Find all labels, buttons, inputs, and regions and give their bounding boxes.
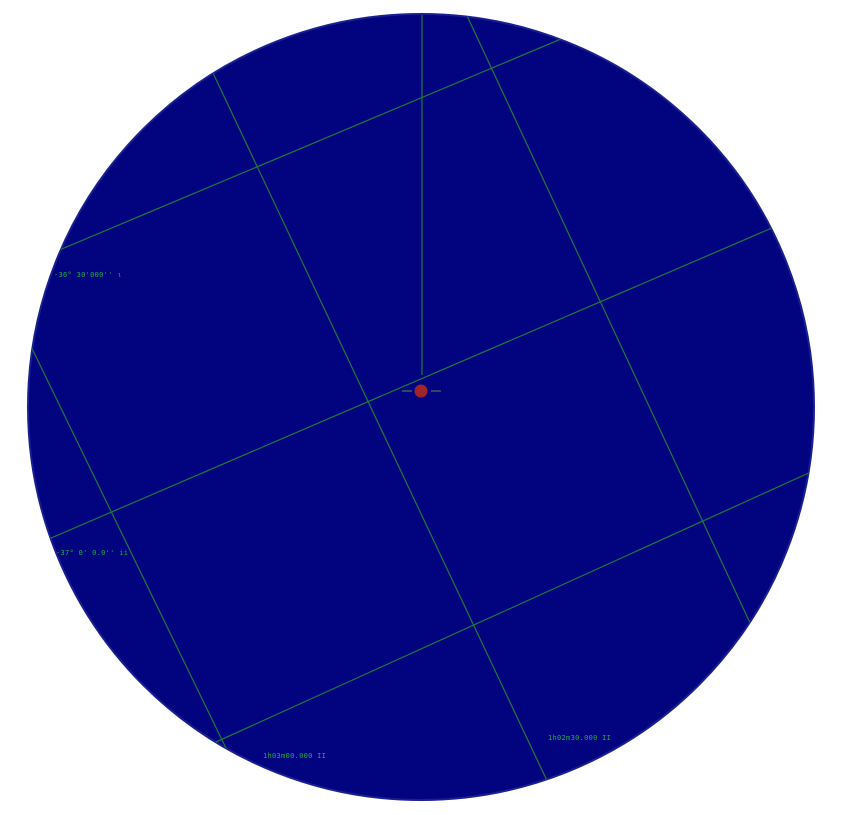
- target-dot[interactable]: [414, 384, 428, 398]
- dec-label-upper: -36° 30'000'' ι: [54, 271, 122, 279]
- sky-disk[interactable]: [28, 14, 814, 800]
- target-marker[interactable]: [402, 384, 441, 398]
- ra-line-right: [454, 14, 801, 731]
- ra-line-center: [187, 19, 576, 800]
- dec-line-upper: [28, 196, 814, 561]
- ra-label-left: 1h03m00.000 II: [263, 752, 326, 760]
- dec-label-lower: -37° 0' 0.0'' ii: [56, 549, 128, 557]
- ra-label-right: 1h02m30.000 II: [548, 734, 611, 742]
- sky-disk-edge: [27, 13, 815, 801]
